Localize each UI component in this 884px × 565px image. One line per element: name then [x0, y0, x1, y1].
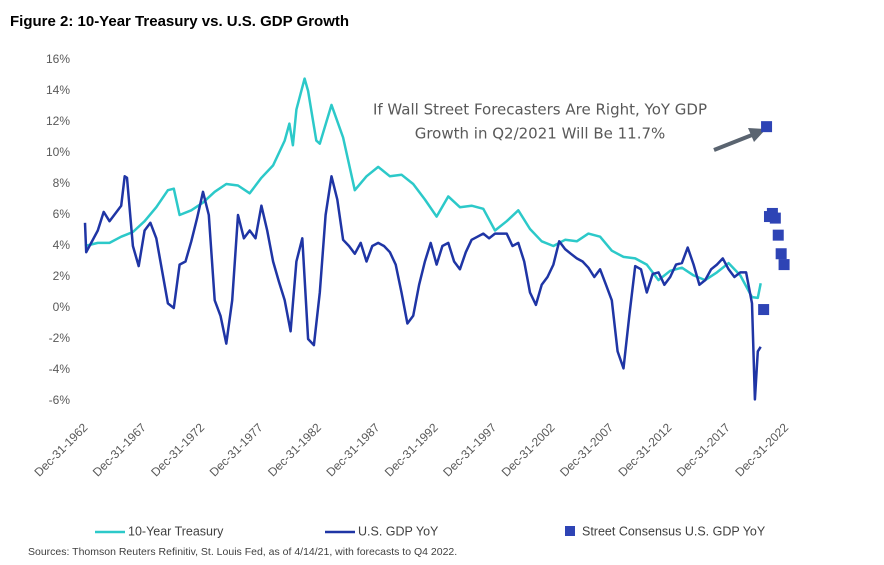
annotation: Growth in Q2/2021 Will Be 11.7%	[415, 125, 666, 143]
x-tick-label: Dec-31-1997	[440, 420, 499, 479]
x-tick-label: Dec-31-1987	[323, 420, 382, 479]
x-tick-label: Dec-31-2012	[615, 420, 674, 479]
legend-swatch	[565, 526, 575, 536]
x-tick-label: Dec-31-2002	[499, 420, 558, 479]
x-tick-label: Dec-31-1977	[207, 420, 266, 479]
y-tick-label: -6%	[49, 393, 71, 407]
y-tick-label: 6%	[53, 207, 71, 221]
y-tick-label: 14%	[46, 83, 70, 97]
x-tick-label: Dec-31-2022	[732, 420, 791, 479]
forecast-point	[761, 121, 773, 133]
forecast-point	[778, 259, 790, 271]
x-tick-label: Dec-31-1972	[148, 420, 207, 479]
legend-label: Street Consensus U.S. GDP YoY	[582, 524, 766, 538]
y-tick-label: 2%	[53, 269, 71, 283]
x-tick-label: Dec-31-2007	[557, 420, 616, 479]
y-tick-label: -4%	[49, 362, 71, 376]
y-tick-label: -2%	[49, 331, 71, 345]
forecast-point	[775, 248, 787, 260]
source-note: Sources: Thomson Reuters Refinitiv, St. …	[28, 546, 457, 558]
legend-label: 10-Year Treasury	[128, 524, 224, 538]
y-tick-label: 4%	[53, 238, 71, 252]
annotation-arrow	[713, 128, 766, 152]
annotation: If Wall Street Forecasters Are Right, Yo…	[373, 101, 707, 119]
x-tick-label: Dec-31-1967	[90, 420, 149, 479]
y-tick-label: 10%	[46, 145, 70, 159]
x-tick-label: Dec-31-2017	[674, 420, 733, 479]
forecast-point	[772, 229, 784, 241]
x-tick-label: Dec-31-1962	[31, 420, 90, 479]
y-tick-label: 8%	[53, 176, 71, 190]
chart-title: Figure 2: 10-Year Treasury vs. U.S. GDP …	[10, 13, 349, 30]
x-tick-label: Dec-31-1992	[382, 420, 441, 479]
x-tick-label: Dec-31-1982	[265, 420, 324, 479]
line-series	[83, 175, 762, 401]
forecast-point	[769, 212, 781, 224]
legend-label: U.S. GDP YoY	[358, 524, 439, 538]
y-tick-label: 0%	[53, 300, 71, 314]
y-tick-label: 12%	[46, 114, 70, 128]
y-tick-label: 16%	[46, 52, 70, 66]
forecast-point	[758, 304, 770, 316]
